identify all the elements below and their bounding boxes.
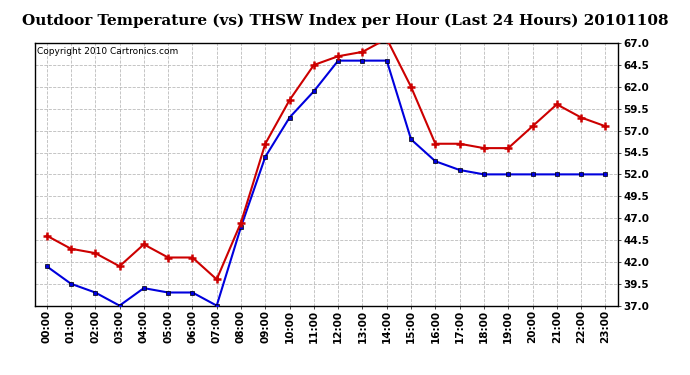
Text: Copyright 2010 Cartronics.com: Copyright 2010 Cartronics.com [37, 47, 179, 56]
Text: Outdoor Temperature (vs) THSW Index per Hour (Last 24 Hours) 20101108: Outdoor Temperature (vs) THSW Index per … [21, 13, 669, 27]
